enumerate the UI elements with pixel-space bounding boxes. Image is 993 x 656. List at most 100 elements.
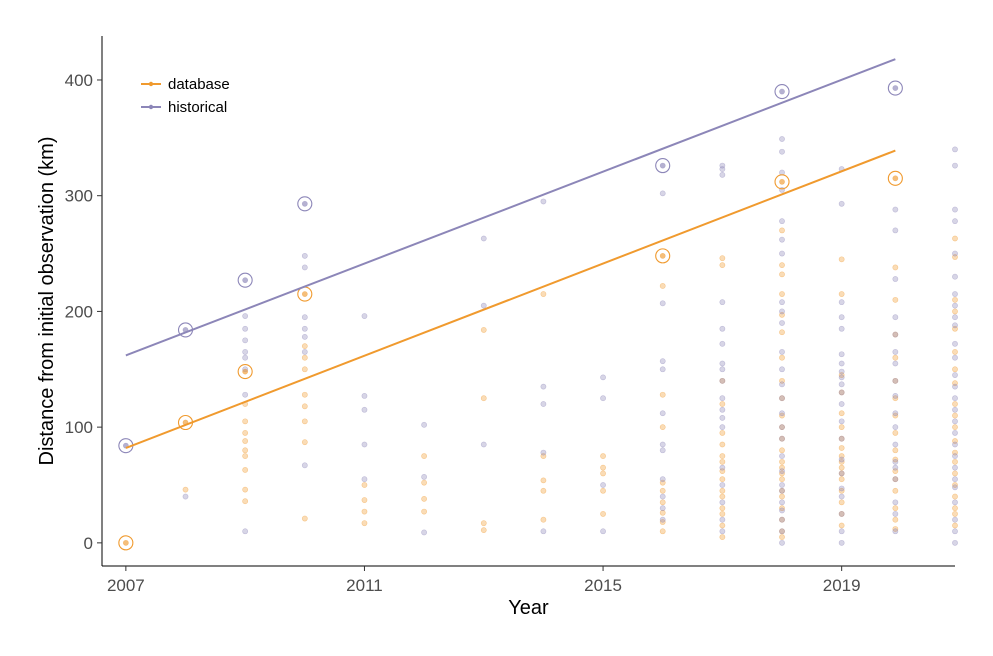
point-database (892, 456, 899, 463)
point-database (659, 528, 666, 535)
point-historical (719, 499, 726, 506)
point-database (719, 458, 726, 465)
point-historical (242, 325, 249, 332)
point-historical (779, 482, 785, 488)
point-historical (301, 314, 308, 321)
point-database (122, 539, 129, 546)
point-historical (838, 493, 845, 500)
point-historical (838, 401, 845, 407)
point-database (892, 487, 899, 494)
point-database (361, 482, 368, 488)
trend-line-historical (125, 58, 896, 357)
max-point-database (660, 253, 666, 259)
point-database (719, 377, 726, 384)
point-historical (480, 235, 487, 242)
point-database (361, 508, 368, 515)
point-historical (892, 424, 899, 431)
point-historical (719, 516, 726, 523)
point-historical (540, 401, 547, 407)
point-database (242, 486, 249, 493)
point-database (540, 487, 547, 494)
point-database (659, 499, 666, 506)
max-ring-database (655, 248, 671, 264)
point-database (719, 262, 726, 269)
point-historical (480, 302, 487, 309)
point-historical (242, 528, 249, 535)
point-historical (952, 340, 958, 347)
point-database (301, 366, 308, 373)
point-historical (952, 146, 958, 153)
point-historical (779, 453, 785, 459)
point-database (600, 464, 606, 471)
point-historical (779, 499, 785, 506)
point-historical (892, 511, 899, 517)
point-database (779, 227, 785, 234)
point-historical (892, 458, 899, 465)
y-axis-title: Distance from initial observation (km) (36, 137, 58, 466)
point-database (719, 468, 726, 475)
point-historical (892, 392, 899, 399)
point-historical (242, 354, 249, 361)
point-database (779, 271, 785, 278)
max-point-database (242, 368, 248, 375)
y-tick-label-0: 0 (84, 534, 93, 553)
legend-label-database: database (168, 76, 230, 93)
point-historical (952, 528, 958, 535)
point-database (952, 424, 958, 431)
point-historical (779, 395, 785, 402)
point-database (779, 516, 785, 523)
point-database (719, 453, 726, 459)
point-database (892, 476, 899, 483)
max-point-historical (302, 201, 308, 207)
point-historical (659, 410, 666, 417)
point-historical (892, 528, 899, 535)
point-historical (952, 162, 958, 169)
point-historical (952, 250, 958, 257)
point-database (779, 262, 785, 269)
point-historical (361, 441, 368, 448)
point-database (952, 235, 958, 242)
point-database (952, 438, 958, 444)
point-historical (838, 511, 845, 517)
point-historical (301, 200, 308, 207)
y-tick-label-200: 200 (65, 302, 93, 321)
point-historical (779, 487, 785, 494)
point-historical (719, 528, 726, 535)
y-tick-label-400: 400 (65, 71, 93, 90)
point-database (952, 482, 958, 488)
point-historical (719, 166, 726, 172)
point-historical (421, 529, 428, 536)
point-historical (779, 539, 785, 546)
point-historical (659, 300, 666, 307)
point-historical (892, 276, 899, 282)
point-historical (952, 499, 958, 506)
point-historical (779, 250, 785, 257)
point-database (892, 526, 899, 532)
point-historical (719, 340, 726, 347)
point-historical (892, 360, 899, 367)
point-database (779, 476, 785, 483)
point-historical (952, 539, 958, 546)
point-historical (838, 435, 845, 442)
y-axis-ticks: 0 100 200 300 400 (65, 71, 102, 553)
point-historical (659, 493, 666, 500)
point-database (719, 255, 726, 262)
point-historical (838, 374, 845, 381)
point-historical (242, 337, 249, 344)
point-historical (952, 516, 958, 523)
point-database (719, 401, 726, 407)
point-database (242, 447, 249, 454)
point-historical (301, 462, 308, 469)
max-point-database (123, 540, 129, 546)
point-historical (242, 313, 249, 319)
point-historical (779, 136, 785, 142)
point-historical (659, 441, 666, 448)
point-historical (952, 395, 958, 402)
point-historical (779, 528, 785, 535)
point-historical (659, 366, 666, 373)
point-historical (779, 435, 785, 442)
point-database (892, 516, 899, 523)
point-historical (361, 406, 368, 413)
point-database (779, 412, 785, 419)
point-historical (719, 395, 726, 402)
